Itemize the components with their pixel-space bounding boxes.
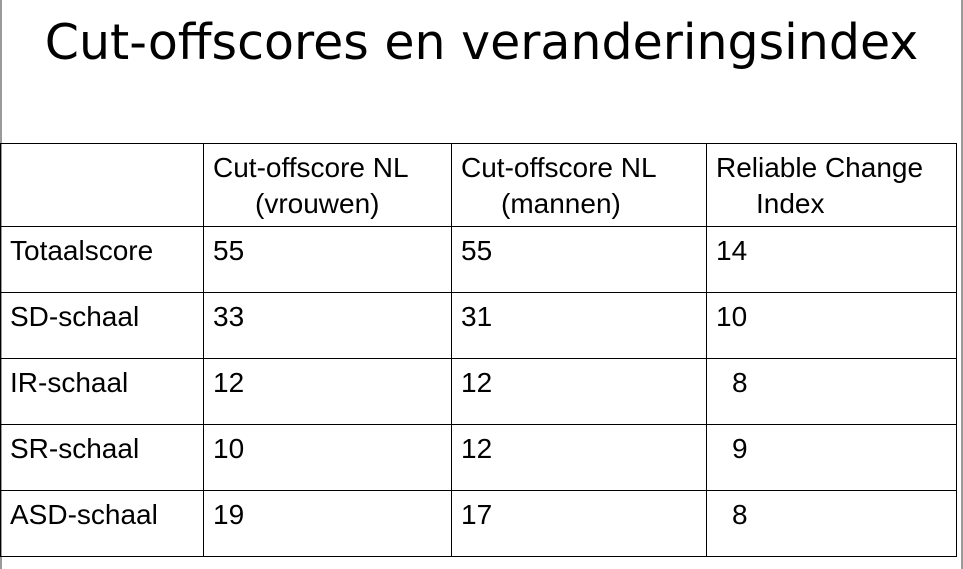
- slide-title: Cut-offscores en veranderingsindex: [44, 14, 919, 71]
- table-row: ASD-schaal 19 17 8: [0, 490, 957, 557]
- table-row: IR-schaal 12 12 8: [0, 358, 957, 425]
- row-label: IR-schaal: [0, 358, 204, 425]
- cell-rci: 10: [706, 292, 957, 359]
- slide-right-border: [961, 0, 963, 569]
- cell-mannen: 17: [451, 490, 707, 557]
- row-label: Totaalscore: [0, 226, 204, 293]
- cell-rci-value: 9: [732, 433, 748, 464]
- cell-vrouwen: 33: [203, 292, 452, 359]
- header-rci-line2: Index: [756, 188, 825, 219]
- cell-vrouwen: 55: [203, 226, 452, 293]
- header-rci-line1: Reliable Change: [716, 152, 924, 183]
- cell-vrouwen: 10: [203, 424, 452, 491]
- header-vrouwen-line1: Cut-offscore NL: [213, 152, 409, 183]
- scores-table: Cut-offscore NL (vrouwen) Cut-offscore N…: [0, 143, 957, 557]
- cell-vrouwen: 19: [203, 490, 452, 557]
- cell-mannen: 12: [451, 358, 707, 425]
- header-cell-rci: Reliable Change Index: [706, 143, 957, 227]
- table-row: Totaalscore 55 55 14: [0, 226, 957, 293]
- header-cell-vrouwen: Cut-offscore NL (vrouwen): [203, 143, 452, 227]
- cell-rci: 9: [706, 424, 957, 491]
- row-label: SD-schaal: [0, 292, 204, 359]
- header-mannen-line1: Cut-offscore NL: [461, 152, 657, 183]
- table-row: SD-schaal 33 31 10: [0, 292, 957, 359]
- row-label: ASD-schaal: [0, 490, 204, 557]
- cell-rci: 8: [706, 358, 957, 425]
- cell-rci-value: 8: [732, 367, 748, 398]
- cell-mannen: 55: [451, 226, 707, 293]
- header-mannen-line2: (mannen): [501, 188, 621, 219]
- cell-rci-value: 8: [732, 499, 748, 530]
- cell-mannen: 12: [451, 424, 707, 491]
- cell-rci: 14: [706, 226, 957, 293]
- table-header-row: Cut-offscore NL (vrouwen) Cut-offscore N…: [0, 143, 957, 227]
- row-label: SR-schaal: [0, 424, 204, 491]
- cell-vrouwen: 12: [203, 358, 452, 425]
- header-cell-mannen: Cut-offscore NL (mannen): [451, 143, 707, 227]
- cell-rci: 8: [706, 490, 957, 557]
- header-cell-empty: [0, 143, 204, 227]
- header-vrouwen-line2: (vrouwen): [255, 188, 380, 219]
- table-row: SR-schaal 10 12 9: [0, 424, 957, 491]
- cell-mannen: 31: [451, 292, 707, 359]
